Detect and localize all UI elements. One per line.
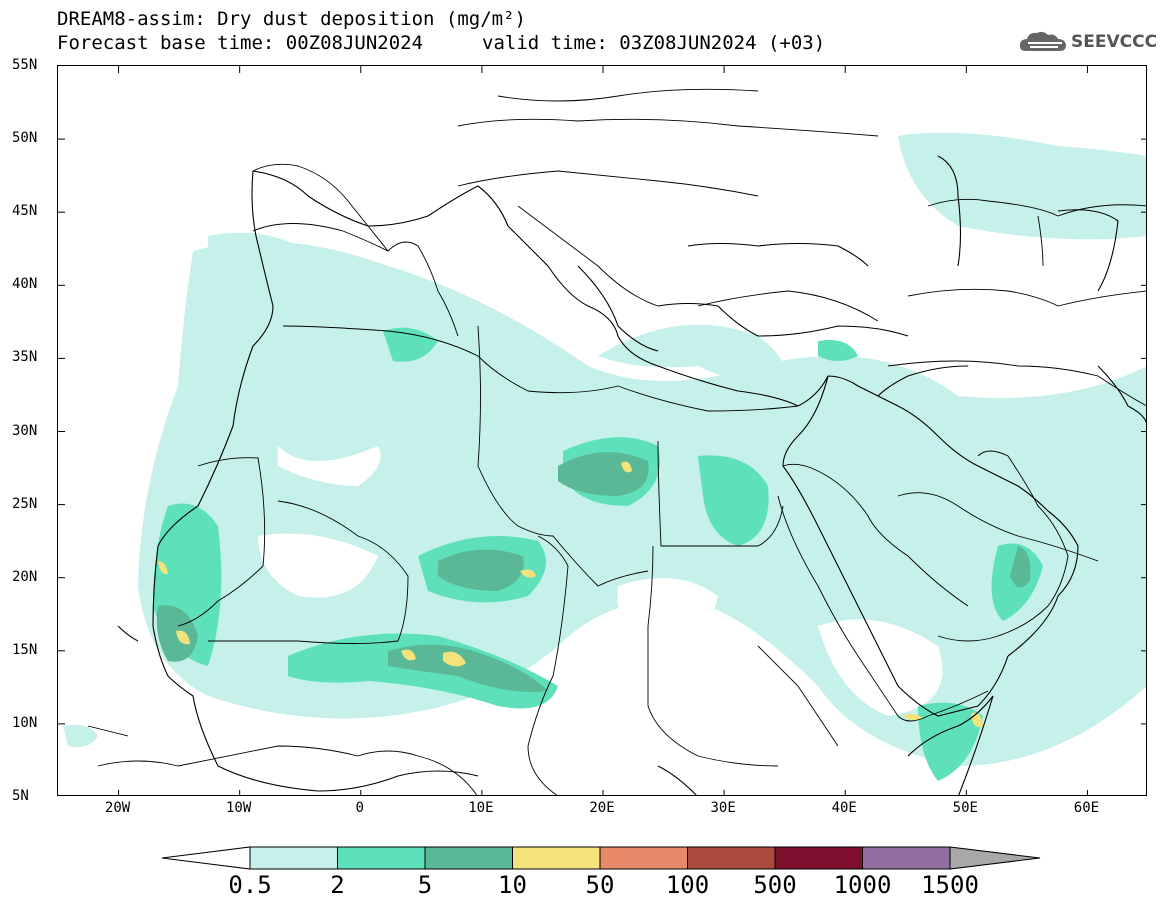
lon-tick-label: 50E bbox=[952, 800, 978, 816]
colorbar-swatches bbox=[161, 846, 1041, 870]
lat-tick-label: 45N bbox=[12, 203, 38, 220]
lat-tick-label: 25N bbox=[12, 495, 38, 512]
colorbar-level-label: 2 bbox=[330, 871, 345, 899]
seevccc-logo: SEEVCCC bbox=[1018, 29, 1158, 55]
lat-tick-label: 30N bbox=[12, 422, 38, 439]
colorbar bbox=[161, 846, 1041, 870]
colorbar-under-arrow bbox=[161, 846, 251, 870]
lon-tick-label: 20W bbox=[104, 800, 131, 816]
logo-text: SEEVCCC bbox=[1071, 32, 1158, 52]
lon-tick-label: 30E bbox=[710, 800, 736, 816]
lon-tick-label: 40E bbox=[831, 800, 857, 816]
colorbar-swatch bbox=[424, 846, 513, 870]
country-borders bbox=[87, 88, 1146, 795]
colorbar-level-label: 0.5 bbox=[228, 871, 272, 899]
lon-tick-label: 0 bbox=[355, 800, 364, 816]
lat-tick-label: 50N bbox=[12, 130, 38, 147]
colorbar-over-arrow bbox=[949, 846, 1041, 870]
colorbar-swatch bbox=[862, 846, 951, 870]
lat-tick-label: 55N bbox=[12, 57, 38, 73]
lon-tick-label: 60E bbox=[1073, 800, 1100, 816]
coastlines bbox=[117, 155, 1146, 795]
colorbar-swatch bbox=[599, 846, 688, 870]
deposition-shading bbox=[63, 132, 1146, 781]
colorbar-level-label: 1000 bbox=[833, 871, 892, 899]
lon-tick-label: 20E bbox=[589, 800, 615, 816]
lat-tick-label: 5N bbox=[12, 788, 29, 804]
colorbar-level-label: 50 bbox=[585, 871, 615, 899]
colorbar-level-label: 100 bbox=[665, 871, 710, 899]
colorbar-level-label: 500 bbox=[753, 871, 797, 899]
valid-time: valid time: 03Z08JUN2024 (+03) bbox=[482, 32, 826, 54]
dust-deposition-map bbox=[57, 65, 1147, 796]
lat-tick-label: 40N bbox=[12, 276, 38, 293]
colorbar-level-label: 10 bbox=[498, 871, 527, 899]
colorbar-level-label: 1500 bbox=[921, 871, 979, 899]
colorbar-swatch bbox=[687, 846, 776, 870]
forecast-base-time: Forecast base time: 00Z08JUN2024 bbox=[57, 32, 424, 54]
map-title: DREAM8-assim: Dry dust deposition (mg/m²… bbox=[57, 8, 526, 30]
lon-tick-label: 10W bbox=[226, 800, 252, 816]
colorbar-swatch bbox=[249, 846, 338, 870]
cloud-icon bbox=[1019, 31, 1066, 51]
colorbar-swatch bbox=[512, 846, 601, 870]
map-canvas bbox=[58, 66, 1146, 795]
colorbar-level-label: 5 bbox=[417, 871, 433, 899]
colorbar-swatch bbox=[774, 846, 863, 870]
lon-tick-label: 10E bbox=[468, 800, 494, 816]
colorbar-swatch bbox=[337, 846, 426, 870]
lat-tick-label: 15N bbox=[12, 641, 38, 658]
lat-tick-label: 35N bbox=[12, 349, 38, 366]
lat-tick-label: 10N bbox=[12, 714, 38, 731]
lat-tick-label: 20N bbox=[12, 568, 38, 585]
